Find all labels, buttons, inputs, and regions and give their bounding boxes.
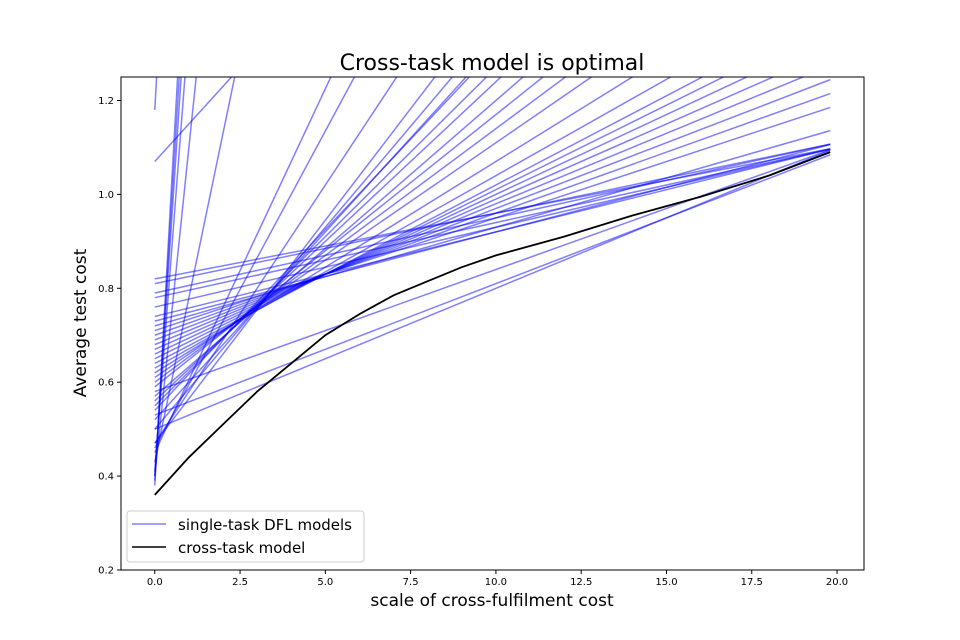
cross-task-line [154,151,831,496]
single-task-line-25 [154,77,726,360]
y-axis-label: Average test cost [71,248,91,397]
x-tick-label: 17.5 [741,577,763,588]
plot-frame [120,76,865,571]
single-task-line-42 [154,149,831,393]
single-task-line-36 [154,148,831,299]
x-axis: 0.0 2.5 5.0 7.5 10.0 12.5 15.0 17.5 20.0 [147,570,848,588]
x-tick-label: 15.0 [655,577,677,588]
x-axis-label: scale of cross-fulfilment cost [370,591,614,611]
x-tick-label: 0.0 [147,577,163,588]
legend-label-cross-task: cross-task model [178,539,305,557]
single-task-line-28 [154,77,805,346]
x-tick-label: 7.5 [403,577,419,588]
y-tick-label: 0.6 [98,378,114,389]
single-task-line-41 [154,154,831,416]
x-tick-label: 10.0 [485,577,507,588]
single-task-line-34 [154,148,831,318]
x-tick-label: 20.0 [826,577,848,588]
plot-area-series [154,77,831,496]
y-tick-label: 0.4 [98,472,114,483]
single-task-line-10 [154,77,356,449]
chart-title: Cross-task model is optimal [340,51,645,76]
y-tick-label: 0.8 [98,284,114,295]
single-task-line-9 [154,77,332,453]
y-tick-label: 1.2 [98,96,114,107]
single-task-line-26 [154,77,749,355]
legend-label-single-task: single-task DFL models [178,516,352,534]
x-tick-label: 5.0 [317,577,333,588]
single-task-line-39 [154,148,831,280]
y-tick-label: 1.0 [98,190,114,201]
single-task-line-37 [154,143,831,294]
y-tick-label: 0.2 [98,566,114,577]
x-tick-label: 12.5 [570,577,592,588]
legend-frame [126,510,365,563]
single-task-line-27 [154,77,775,351]
single-task-line-29 [154,78,831,341]
x-tick-label: 2.5 [232,577,248,588]
legend: single-task DFL models cross-task model [126,510,365,563]
y-axis: 0.2 0.4 0.6 0.8 1.0 1.2 [98,96,121,577]
single-task-line-35 [154,148,831,308]
single-task-line-24 [154,77,705,365]
